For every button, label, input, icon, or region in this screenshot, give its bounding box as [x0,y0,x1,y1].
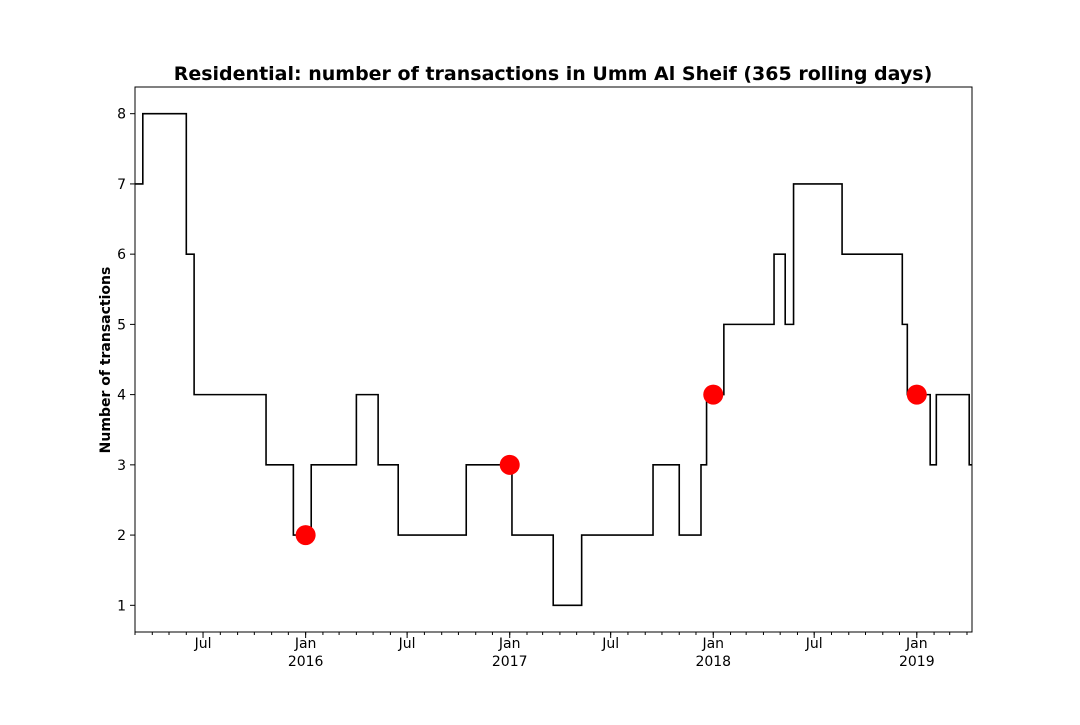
y-axis-label: Number of transactions [98,267,114,454]
y-tick-label: 3 [117,458,126,474]
x-tick-label: Jul [601,636,619,652]
january-marker [703,384,724,405]
y-tick-label: 1 [117,598,126,614]
y-tick-label: 4 [117,388,126,404]
x-tick-label: Jul [805,636,823,652]
y-tick-label: 7 [117,177,126,193]
x-tick-label: Jan [701,636,724,652]
y-tick-label: 6 [117,247,126,263]
transactions-step-line [135,112,972,607]
chart-title: Residential: number of transactions in U… [174,63,933,85]
x-tick-label: Jan [294,636,317,652]
x-tick-year-label: 2018 [695,654,731,670]
january-marker [295,525,316,546]
plot-area: 1 2 3 4 5 6 7 8 Jul Jan 2016 Jul Jan 2017 Jul Jan 2018 Ju… [117,86,973,670]
y-tick-label: 5 [117,317,126,333]
y-tick-label: 2 [117,528,126,544]
y-tick-label: 8 [117,107,126,123]
x-tick-label: Jan [498,636,521,652]
x-tick-year-label: 2017 [492,654,528,670]
x-tick-label: Jul [194,636,212,652]
january-marker [499,454,520,475]
x-tick-year-label: 2019 [899,654,935,670]
x-tick-label: Jan [905,636,928,652]
x-tick-year-label: 2016 [288,654,324,670]
x-tick-label: Jul [398,636,416,652]
january-marker [906,384,927,405]
plot-frame [134,86,973,633]
